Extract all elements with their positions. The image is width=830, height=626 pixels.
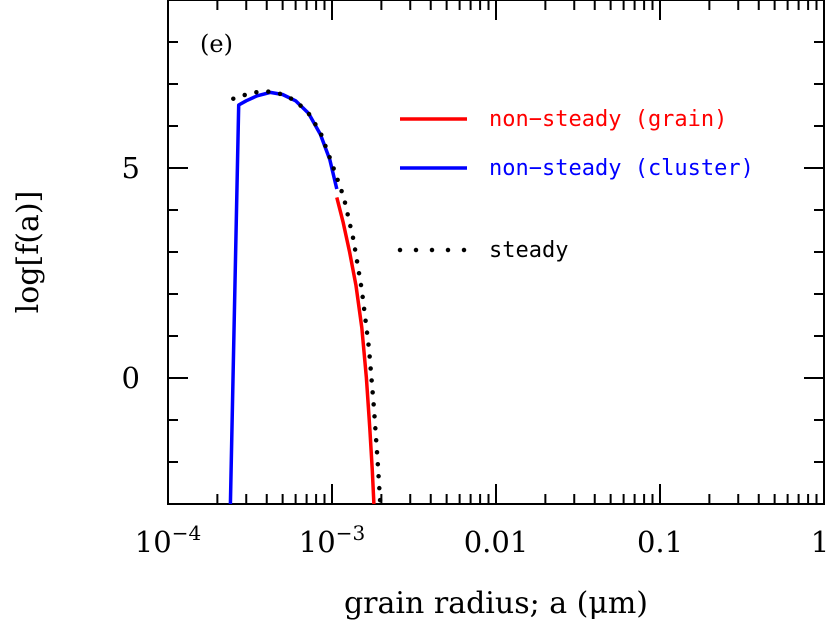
y-tick-label: 5 — [122, 151, 140, 185]
series-line — [335, 196, 376, 504]
x-tick-label: 0.1 — [637, 525, 683, 559]
tick-labels: 10−4 10−3 0.01 0.1 1 0 5 — [122, 151, 830, 559]
y-axis-title: log[f(a)] — [11, 191, 46, 314]
series-line — [231, 89, 383, 504]
y-tick-label: 0 — [122, 361, 140, 395]
legend-label: non−steady (grain) — [489, 107, 727, 132]
legend-label: steady — [489, 238, 568, 263]
panel-label: (e) — [200, 30, 233, 58]
x-tick-label: 1 — [811, 525, 829, 559]
series-line — [228, 90, 339, 504]
series-layer — [228, 89, 383, 504]
x-tick-label: 10−4 — [135, 521, 201, 559]
x-axis-title: grain radius; a (μm) — [344, 586, 648, 621]
x-tick-label: 0.01 — [464, 525, 529, 559]
ticks — [167, 0, 825, 505]
legend-label: non−steady (cluster) — [489, 156, 754, 181]
x-tick-label: 10−3 — [299, 521, 365, 559]
legend: non−steady (grain) non−steady (cluster) st… — [397, 107, 754, 263]
